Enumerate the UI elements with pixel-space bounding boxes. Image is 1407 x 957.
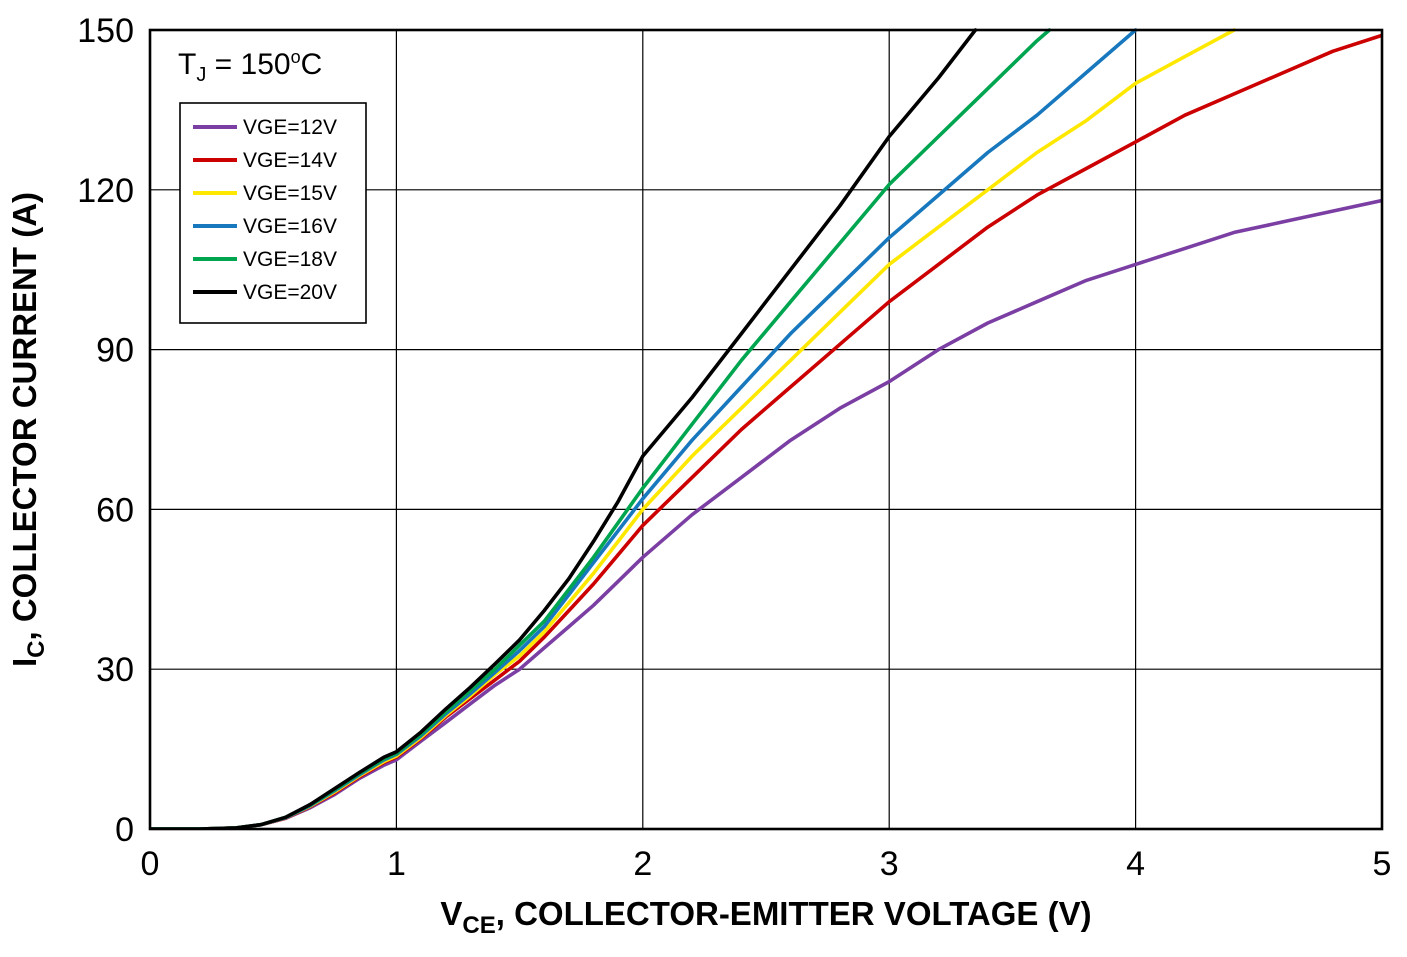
legend-label: VGE=14V: [243, 149, 337, 172]
y-tick-label: 30: [96, 651, 134, 689]
x-tick-label: 1: [387, 845, 406, 883]
x-tick-label: 3: [880, 845, 899, 883]
y-axis-title: IC, COLLECTOR CURRENT (A): [6, 192, 50, 667]
legend-label: VGE=12V: [243, 116, 337, 139]
junction-temp-annotation: TJ = 150oC: [178, 47, 322, 86]
legend-label: VGE=20V: [243, 281, 337, 304]
y-tick-label: 60: [96, 491, 134, 529]
plot-border: [148, 28, 1384, 831]
legend-label: VGE=16V: [243, 215, 337, 238]
x-tick-label: 5: [1373, 845, 1392, 883]
y-tick-label: 0: [115, 811, 134, 849]
curve-vge-20v: [150, 28, 978, 829]
curves: [150, 28, 1382, 829]
x-tick-label: 2: [633, 845, 652, 883]
legend-label: VGE=18V: [243, 248, 337, 271]
x-tick-label: 0: [141, 845, 160, 883]
y-tick-label: 120: [77, 172, 134, 210]
y-tick-label: 90: [96, 332, 134, 370]
legend-box: [179, 102, 367, 324]
y-tick-label: 150: [77, 12, 134, 50]
x-tick-label: 4: [1126, 845, 1145, 883]
legend: VGE=12V VGE=14V VGE=15V VGE=16V VGE=18V VGE=2…: [179, 102, 367, 324]
x-axis-title: VCE, COLLECTOR-EMITTER VOLTAGE (V): [440, 895, 1091, 939]
legend-label: VGE=15V: [243, 182, 337, 205]
